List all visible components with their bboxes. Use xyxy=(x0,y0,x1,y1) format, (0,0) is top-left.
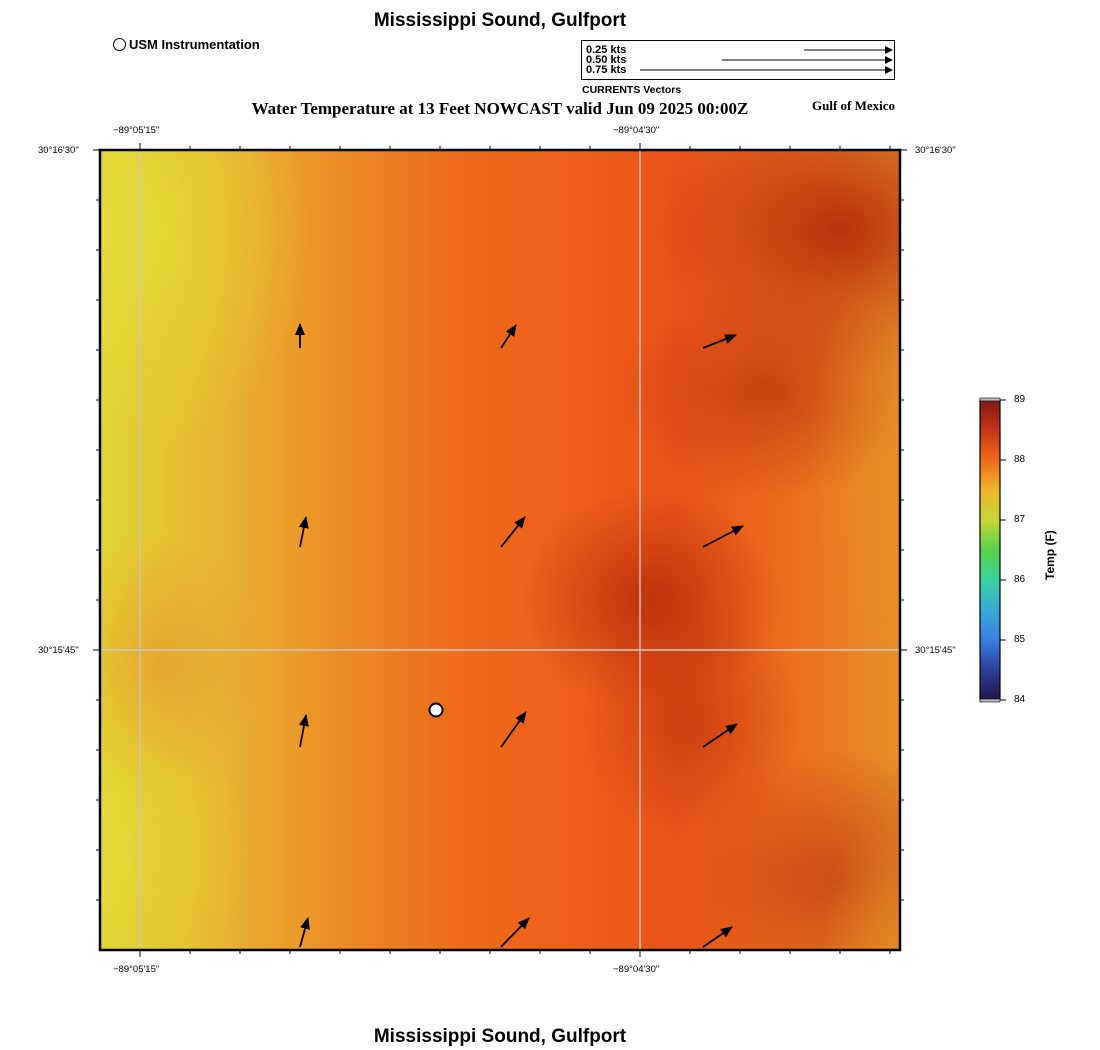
map-title: Mississippi Sound, Gulfport xyxy=(373,10,627,31)
usm-station-marker xyxy=(428,702,444,718)
vector-scale-arrows xyxy=(640,46,893,74)
region-label: Gulf of Mexico xyxy=(812,98,896,113)
station-legend-label: USM Instrumentation xyxy=(129,37,260,52)
lon-tick-bottom-1: −89°05'15" xyxy=(113,964,160,975)
current-arrow xyxy=(702,525,744,548)
map-subtitle: Water Temperature at 13 Feet NOWCAST val… xyxy=(251,99,749,118)
temperature-field xyxy=(100,150,900,950)
map-gridlines xyxy=(100,150,900,950)
current-arrow xyxy=(702,926,733,948)
lat-tick-left-2: 30°15'45" xyxy=(38,645,79,656)
vector-scale-label-1: 0.25 kts xyxy=(586,44,627,56)
colorbar-tick-89: 89 xyxy=(1014,394,1026,405)
current-arrow xyxy=(500,917,530,948)
lat-tick-left-1: 30°16'30" xyxy=(38,145,79,156)
vector-scale-label-3: 0.75 kts xyxy=(586,64,627,76)
colorbar-tick-87: 87 xyxy=(1014,514,1026,525)
lon-tick-bottom-2: −89°04'30" xyxy=(613,964,660,975)
map-tick-marks xyxy=(93,143,907,957)
vector-scale-label-2: 0.50 kts xyxy=(586,54,627,66)
map-footer-title: Mississippi Sound, Gulfport xyxy=(373,1026,627,1047)
lon-tick-top-1: −89°05'15" xyxy=(113,125,160,136)
current-arrow xyxy=(702,723,738,748)
colorbar xyxy=(979,397,1006,703)
colorbar-title: Temp (F) xyxy=(1043,530,1057,580)
colorbar-tick-86: 86 xyxy=(1014,574,1026,585)
colorbar-tick-88: 88 xyxy=(1014,454,1026,465)
lat-tick-right-1: 30°16'30" xyxy=(915,145,956,156)
station-legend: USM Instrumentation xyxy=(113,37,260,52)
current-arrow xyxy=(299,714,309,748)
current-arrow xyxy=(500,711,527,748)
current-arrow xyxy=(702,334,737,349)
current-arrow xyxy=(500,324,517,349)
current-arrow xyxy=(500,516,526,548)
lon-tick-top-2: −89°04'30" xyxy=(613,125,660,136)
colorbar-tick-85: 85 xyxy=(1014,634,1026,645)
current-vectors xyxy=(295,323,744,948)
colorbar-tick-84: 84 xyxy=(1014,694,1026,705)
station-marker-icon xyxy=(113,38,126,51)
current-arrow xyxy=(298,516,309,548)
vector-scale-legend: 0.25 kts 0.50 kts 0.75 kts xyxy=(581,40,895,80)
vector-caption: CURRENTS Vectors xyxy=(582,84,682,96)
lat-tick-right-2: 30°15'45" xyxy=(915,645,956,656)
current-arrow xyxy=(299,917,310,948)
